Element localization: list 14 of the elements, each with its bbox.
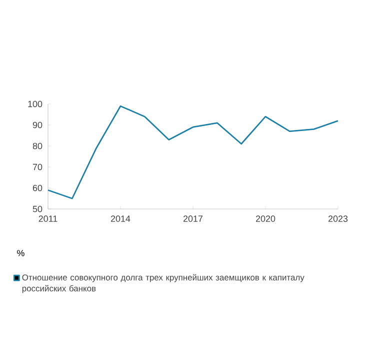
x-tick-label: 2017 — [183, 216, 203, 222]
y-axis-title: % — [17, 250, 24, 256]
y-tick-label: 90 — [32, 122, 42, 128]
y-tick-label: 60 — [32, 184, 42, 192]
y-tick-label: 100 — [28, 100, 42, 108]
x-tick-label: 2011 — [38, 216, 58, 222]
y-tick-label: 80 — [32, 142, 42, 150]
legend-label: Отношение совокупного долга трех крупнейших заемщиков к капиталу российских банков — [22, 274, 304, 294]
line-series — [47, 105, 339, 200]
x-tick-label: 2014 — [110, 216, 130, 222]
x-tick-label: 2020 — [256, 216, 276, 222]
y-tick-label: 50 — [32, 206, 42, 212]
x-tick-label: 2023 — [328, 216, 348, 222]
y-tick-label: 70 — [32, 164, 42, 170]
